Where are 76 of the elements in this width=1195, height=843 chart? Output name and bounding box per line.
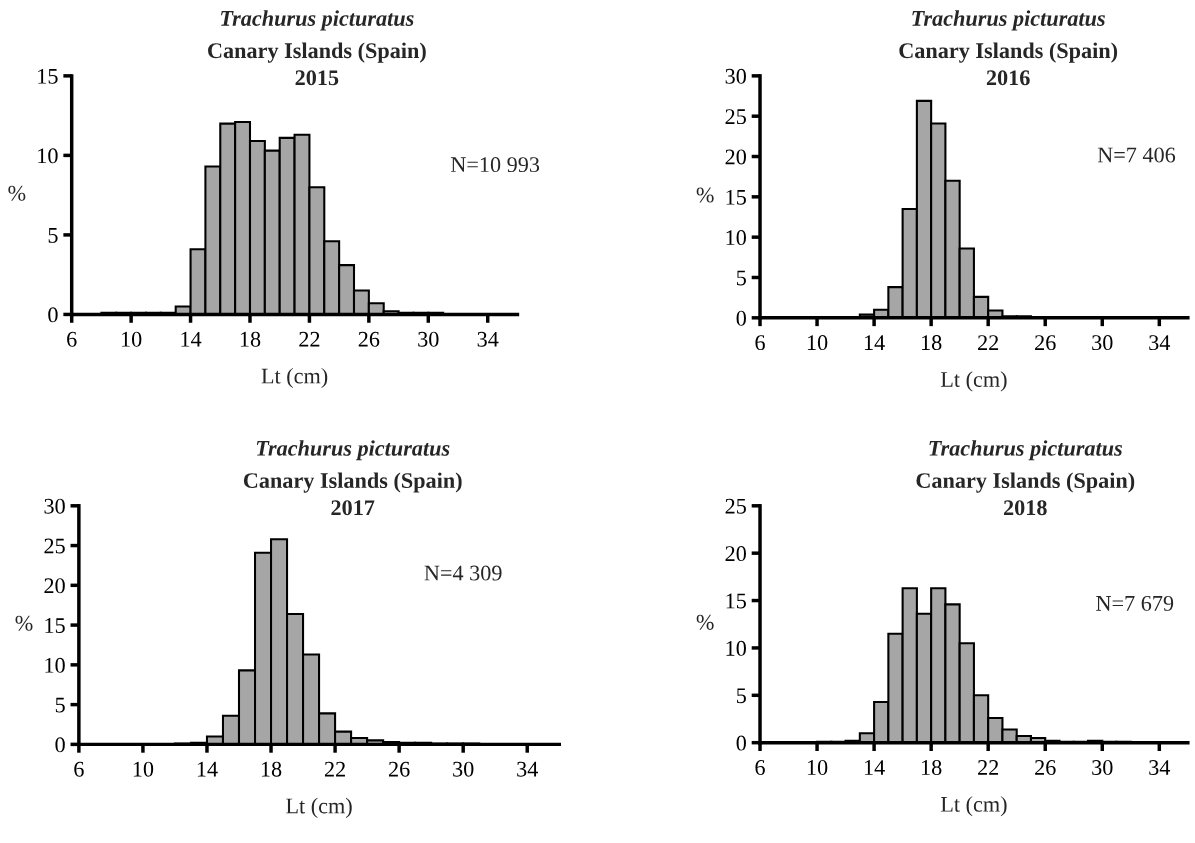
x-tick-label: 34 (517, 761, 538, 777)
x-tick-label: 14 (864, 760, 885, 775)
y-tick-label: 10 (45, 657, 65, 673)
chart-subtitle: Canary Islands (Spain) 2017 (243, 472, 462, 516)
x-tick-label: 6 (755, 760, 765, 775)
y-tick-label: 10 (38, 148, 58, 164)
y-tick-label: 10 (726, 230, 746, 246)
y-axis-title: % (15, 615, 33, 631)
annotation: N=7 406 (1097, 147, 1176, 163)
chart-subtitle: Canary Islands (Spain) 2015 (208, 42, 426, 86)
y-tick-label: 5 (55, 697, 65, 713)
x-tick-label: 26 (1035, 760, 1056, 775)
x-tick-label: 22 (978, 335, 999, 350)
y-tick-label: 10 (726, 640, 746, 656)
annotation: N=4 309 (424, 565, 502, 581)
x-tick-label: 18 (921, 335, 942, 351)
y-tick-label: 15 (45, 618, 65, 634)
x-tick-label: 10 (121, 331, 142, 347)
chart-title: Trachurus picturatus (221, 10, 414, 31)
x-tick-label: 34 (477, 331, 499, 347)
y-tick-label: 20 (725, 546, 746, 562)
y-tick-label: 25 (725, 498, 746, 514)
y-tick-label: 25 (725, 109, 746, 125)
x-tick-label: 30 (1092, 759, 1113, 775)
x-tick-label: 30 (418, 331, 439, 347)
x-tick-label: 14 (197, 761, 218, 777)
y-axis-title: % (696, 614, 714, 630)
y-tick-label: 5 (737, 270, 746, 286)
chart-title: Trachurus picturatus (256, 440, 450, 461)
y-tick-label: 5 (737, 688, 746, 704)
x-tick-label: 34 (1149, 760, 1171, 775)
chart-subtitle: Canary Islands (Spain) 2018 (916, 472, 1135, 516)
x-axis-title: Lt (cm) (940, 371, 1007, 392)
x-tick-label: 10 (133, 761, 154, 777)
x-tick-label: 6 (67, 331, 77, 347)
y-tick-label: 15 (726, 189, 746, 205)
y-tick-label: 15 (38, 68, 58, 84)
x-tick-label: 18 (921, 759, 942, 775)
x-tick-label: 14 (864, 335, 885, 350)
x-tick-label: 30 (453, 761, 474, 777)
x-tick-label: 10 (807, 759, 828, 775)
x-tick-label: 26 (1035, 335, 1056, 351)
y-tick-label: 20 (44, 578, 65, 594)
x-axis-title: Lt (cm) (940, 796, 1007, 817)
y-tick-label: 30 (725, 68, 746, 84)
chart-subtitle: Canary Islands (Spain) 2016 (899, 42, 1118, 86)
y-tick-label: 0 (55, 737, 65, 753)
annotation: N=10 993 (450, 157, 540, 173)
x-tick-label: 10 (807, 335, 828, 351)
x-tick-label: 30 (1092, 335, 1113, 351)
chart-title: Trachurus picturatus (912, 10, 1105, 31)
chart-title: Trachurus picturatus (929, 440, 1123, 461)
annotation: N=7 679 (1096, 595, 1174, 611)
x-tick-label: 26 (388, 761, 410, 777)
y-tick-label: 25 (44, 538, 65, 554)
x-tick-label: 34 (1149, 335, 1171, 351)
y-tick-label: 30 (44, 498, 65, 514)
x-tick-label: 26 (358, 331, 380, 347)
y-axis-title: % (696, 187, 714, 203)
x-tick-label: 6 (755, 335, 765, 351)
x-tick-label: 18 (261, 761, 282, 777)
x-tick-label: 18 (240, 331, 261, 347)
x-tick-label: 22 (978, 760, 999, 775)
x-tick-label: 14 (181, 331, 202, 347)
x-tick-label: 22 (324, 761, 345, 777)
y-tick-label: 0 (48, 307, 58, 323)
x-tick-label: 6 (74, 761, 84, 777)
y-tick-label: 15 (726, 593, 746, 609)
x-tick-label: 22 (299, 331, 320, 347)
y-tick-label: 20 (725, 149, 746, 165)
y-tick-label: 0 (736, 310, 746, 326)
x-axis-title: Lt (cm) (261, 367, 328, 389)
y-tick-label: 5 (48, 228, 58, 243)
y-axis-title: % (8, 185, 26, 201)
y-tick-label: 0 (736, 735, 746, 751)
x-axis-title: Lt (cm) (286, 797, 352, 819)
